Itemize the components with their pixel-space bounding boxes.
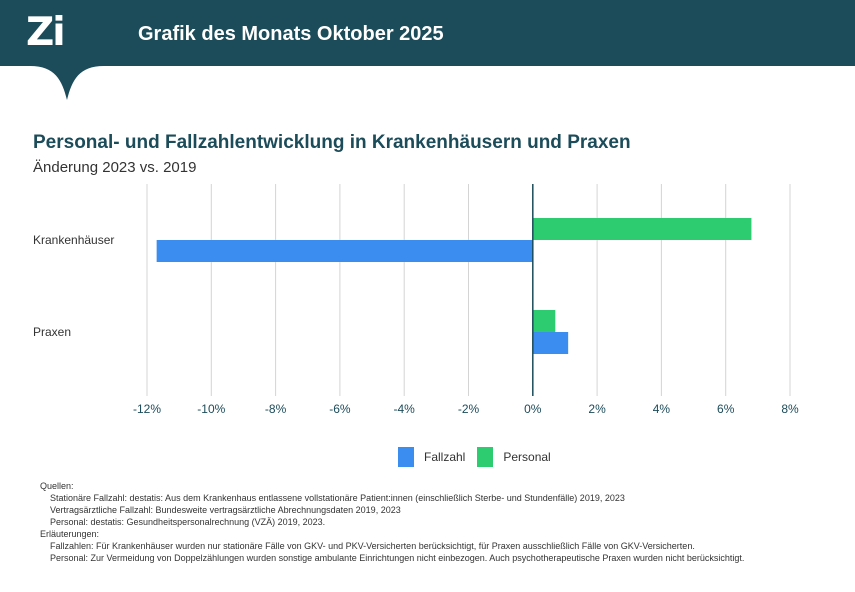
chart-subtitle: Änderung 2023 vs. 2019: [33, 159, 197, 176]
logo: Zi: [26, 10, 66, 55]
bar-personal: [532, 310, 556, 332]
legend-item-personal: Personal: [477, 447, 551, 467]
bar-fallzahl: [532, 332, 569, 354]
source-line: Stationäre Fallzahl: destatis: Aus dem K…: [50, 493, 625, 503]
x-tick-label: 2%: [588, 402, 606, 416]
chart-title: Personal- und Fallzahlentwicklung in Kra…: [33, 132, 631, 153]
x-tick-label: 8%: [781, 402, 799, 416]
x-tick-label: 0%: [524, 402, 542, 416]
legend-label-fallzahl: Fallzahl: [424, 450, 466, 464]
category-label: Krankenhäuser: [33, 233, 114, 247]
source-line: Personal: destatis: Gesundheitspersonalr…: [50, 517, 326, 527]
legend-swatch-fallzahl: [398, 447, 414, 467]
legend-label-personal: Personal: [503, 450, 551, 464]
grid-lines: [146, 184, 791, 396]
sources-label: Quellen:: [40, 481, 74, 491]
legend: Fallzahl Personal: [398, 447, 563, 467]
bar-personal: [532, 218, 752, 240]
x-tick-label: -6%: [329, 402, 351, 416]
header-bar: [0, 0, 855, 66]
source-line: Vertragsärztliche Fallzahl: Bundesweite …: [50, 505, 401, 515]
bars: [156, 218, 752, 354]
header-title: Grafik des Monats Oktober 2025: [138, 23, 444, 45]
footnotes: Quellen: Stationäre Fallzahl: destatis: …: [40, 480, 840, 564]
note-line: Personal: Zur Vermeidung von Doppelzählu…: [50, 553, 745, 563]
x-tick-label: -8%: [265, 402, 287, 416]
header-notch: [30, 66, 104, 100]
axis-labels: -12% -10% -8% -6% -4% -2% 0% 2% 4% 6% 8% Krankenhäu…: [33, 233, 799, 416]
x-tick-label: 6%: [717, 402, 735, 416]
legend-swatch-personal: [477, 447, 494, 467]
x-tick-label: -10%: [197, 402, 225, 416]
legend-item-fallzahl: Fallzahl: [398, 447, 465, 467]
notes-label: Erläuterungen:: [40, 529, 100, 539]
x-tick-label: -12%: [133, 402, 161, 416]
category-label: Praxen: [33, 325, 71, 339]
x-tick-label: -4%: [394, 402, 416, 416]
x-tick-label: -2%: [458, 402, 480, 416]
bar-chart: -12% -10% -8% -6% -4% -2% 0% 2% 4% 6% 8% Krankenhäu…: [33, 184, 799, 416]
bar-fallzahl: [156, 240, 533, 262]
note-line: Fallzahlen: Für Krankenhäuser wurden nur…: [50, 541, 695, 551]
x-tick-label: 4%: [653, 402, 671, 416]
